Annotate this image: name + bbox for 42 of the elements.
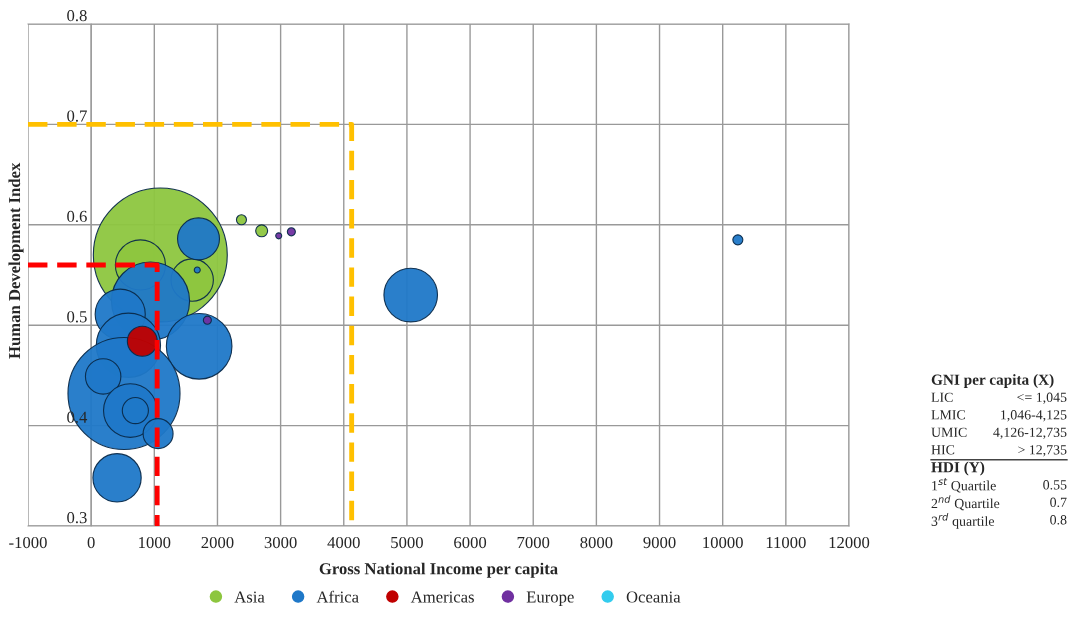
x-tick-label: 0 xyxy=(87,536,95,549)
text: LMIC xyxy=(931,410,965,420)
text: 2$^{nd}$ Quartile xyxy=(931,495,1000,511)
legend-label: Africa xyxy=(316,590,359,603)
text: 3$^{rd}$ quartile xyxy=(931,513,995,529)
text: HDI (Y) xyxy=(931,461,985,476)
x-tick-label: 6000 xyxy=(454,536,487,549)
x-tick-label: 2000 xyxy=(201,536,234,549)
y-tick-label: 0.3 xyxy=(67,511,87,524)
x-tick-label: 7000 xyxy=(517,536,550,549)
legend-label: Americas xyxy=(410,591,474,603)
x-tick-label: 5000 xyxy=(391,536,423,549)
text: > 12,735 xyxy=(1018,445,1067,457)
x-axis-title: Gross National Income per capita xyxy=(319,562,558,578)
text: UMIC xyxy=(931,427,967,437)
text: 1,046-4,125 xyxy=(1001,410,1067,422)
legend-label: Europe xyxy=(526,591,574,606)
text: 1$^{st}$ Quartile xyxy=(932,478,996,493)
text: HIC xyxy=(931,445,955,455)
text: 0.55 xyxy=(1043,480,1067,490)
x-tick-label: 9000 xyxy=(643,536,676,549)
text: LIC xyxy=(931,392,953,402)
x-tick-label: -1000 xyxy=(9,536,47,549)
x-tick-label: 11000 xyxy=(766,536,806,549)
y-tick-label: 0.6 xyxy=(67,210,87,223)
y-tick-label: 0.8 xyxy=(67,9,87,22)
x-tick-label: 10000 xyxy=(703,536,743,549)
x-tick-label: 12000 xyxy=(829,536,870,549)
legend-label: Oceania xyxy=(626,591,681,603)
x-tick-label: 4000 xyxy=(327,536,360,549)
x-tick-label: 8000 xyxy=(580,536,613,549)
text: <= 1,045 xyxy=(1017,392,1067,404)
y-axis-title: Human Development Index xyxy=(8,162,24,359)
legend-label: Asia xyxy=(234,591,265,603)
text: 0.8 xyxy=(1050,515,1067,525)
y-tick-label: 0.5 xyxy=(67,311,87,323)
text: 0.7 xyxy=(1050,497,1067,508)
y-tick-label: 0.7 xyxy=(67,110,87,122)
x-tick-label: 1000 xyxy=(139,536,171,549)
x-tick-label: 3000 xyxy=(264,536,297,549)
text: 4,126-12,735 xyxy=(993,427,1067,439)
text: GNI per capita (X) xyxy=(931,374,1054,388)
